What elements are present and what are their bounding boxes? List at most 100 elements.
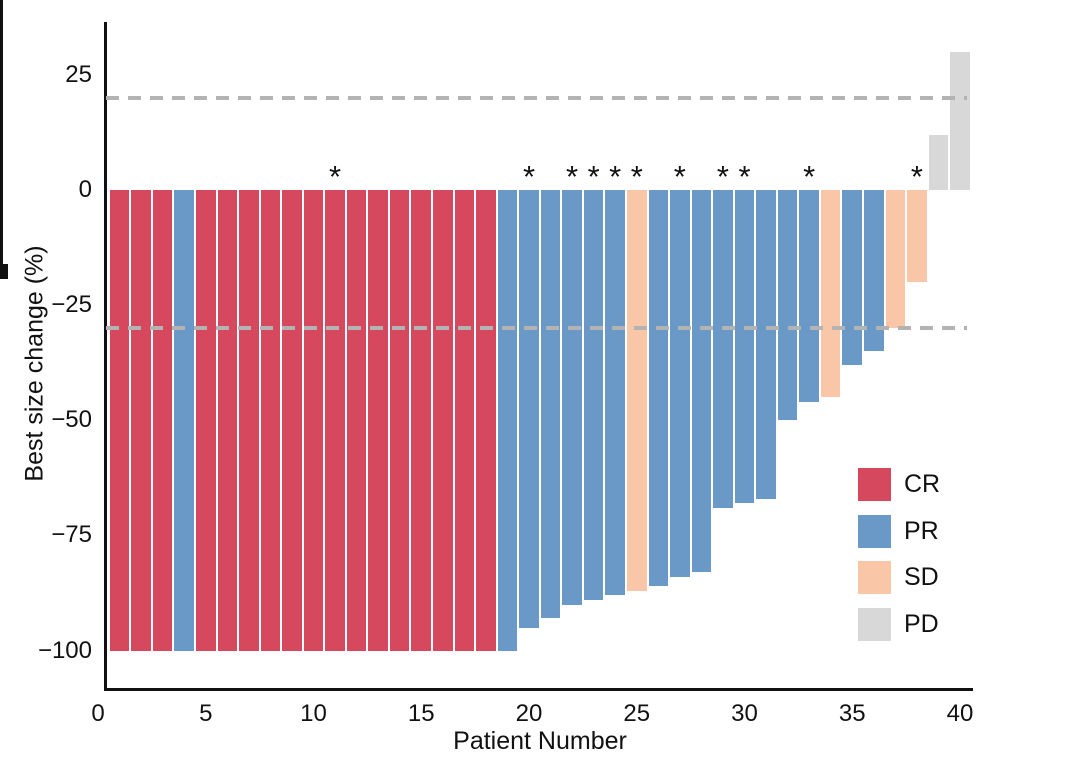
significance-asterisk-patient-25: * [630,159,643,194]
x-tick-label-25: 25 [623,700,651,727]
significance-asterisk-patient-20: * [522,159,536,194]
bar-patient-2 [131,190,151,651]
legend-label-pd: PD [904,609,939,638]
x-minor-tick-14 [0,66,3,72]
bar-patient-11 [325,190,345,651]
significance-asterisk-patient-38: * [910,159,923,194]
significance-asterisk-patient-33: * [803,159,816,194]
x-minor-tick-1 [0,0,3,6]
bar-patient-24 [605,190,625,596]
bar-patient-5 [195,190,216,651]
bar-patient-27 [670,190,690,577]
y-axis-spine [104,22,107,691]
legend-swatch-pd [858,607,891,641]
bar-patient-25 [626,190,647,591]
x-axis-spine [104,688,973,691]
bar-patient-1 [109,190,130,651]
reference-line-lower [106,326,967,331]
y-tick-label--50: −50 [51,406,92,434]
legend-swatch-cr [858,468,891,501]
x-minor-tick-6 [0,24,3,30]
x-minor-tick-19 [0,90,3,96]
bar-patient-36 [864,190,884,352]
x-minor-tick-2 [0,6,3,12]
x-major-tick-10 [0,201,3,210]
x-major-tick-35 [0,246,3,255]
x-minor-tick-3 [0,12,3,18]
bar-patient-34 [820,190,841,398]
bar-patient-35 [842,190,863,366]
bar-patient-13 [368,190,388,651]
x-minor-tick-32 [0,150,3,156]
x-tick-label-35: 35 [838,700,866,727]
x-minor-tick-38 [0,180,3,186]
x-major-tick-25 [0,228,3,237]
x-tick-label-15: 15 [407,700,435,727]
bar-patient-33 [799,190,819,402]
bar-patient-32 [777,190,798,421]
bar-patient-8 [260,190,281,651]
legend-swatch-pr [858,514,891,548]
y-tick-label-25: 25 [65,60,92,88]
legend-label-pr: PR [904,516,939,545]
bar-patient-10 [303,190,324,651]
x-minor-tick-26 [0,120,3,126]
x-minor-tick-27 [0,126,3,132]
x-tick-label-30: 30 [731,700,758,727]
bar-patient-4 [174,190,194,651]
bar-patient-23 [583,190,604,600]
x-minor-tick-31 [0,144,3,150]
bar-patient-21 [540,190,561,619]
y-tick-25 [0,264,8,267]
bar-patient-20 [519,190,539,628]
significance-asterisk-patient-11: * [329,159,342,194]
x-tick-label-20: 20 [515,700,543,727]
x-minor-tick-13 [0,60,3,66]
x-minor-tick-24 [0,114,3,120]
x-minor-tick-23 [0,108,3,114]
x-major-tick-5 [0,192,3,201]
x-tick-label-40: 40 [946,700,974,727]
significance-asterisk-patient-30: * [738,159,751,194]
significance-asterisk-patient-29: * [716,159,729,194]
legend-swatch-sd [858,561,891,594]
x-minor-tick-34 [0,162,3,168]
x-tick-label-10: 10 [300,700,327,727]
y-tick-0 [0,266,8,269]
y-tick--100 [0,276,8,279]
bar-patient-30 [734,190,755,504]
x-minor-tick-37 [0,174,3,180]
x-minor-tick-39 [0,186,3,192]
bar-patient-28 [691,190,712,573]
bar-patient-3 [152,190,173,651]
x-minor-tick-29 [0,138,3,144]
reference-line-upper [106,95,967,100]
bar-patient-40 [950,51,970,190]
bar-patient-22 [562,190,582,605]
y-tick-label--25: −25 [51,291,92,319]
x-tick-label-0: 0 [91,700,105,727]
x-minor-tick-28 [0,132,3,138]
x-minor-tick-18 [0,84,3,90]
x-minor-tick-22 [0,102,3,108]
x-minor-tick-33 [0,156,3,162]
significance-asterisk-patient-27: * [673,159,686,194]
bar-patient-18 [476,190,496,651]
bar-patient-17 [454,190,475,651]
bar-patient-37 [885,190,906,329]
x-minor-tick-21 [0,96,3,102]
bar-patient-39 [928,134,949,190]
x-axis-title: Patient Number [453,727,627,755]
y-tick--25 [0,269,8,272]
x-minor-tick-12 [0,54,3,60]
y-tick-label--100: −100 [37,636,92,664]
bar-patient-6 [217,190,238,651]
x-major-tick-15 [0,210,3,219]
x-major-tick-40 [0,255,3,264]
bar-patient-26 [648,190,669,587]
bar-patient-16 [433,190,453,651]
significance-asterisk-patient-24: * [609,159,622,194]
